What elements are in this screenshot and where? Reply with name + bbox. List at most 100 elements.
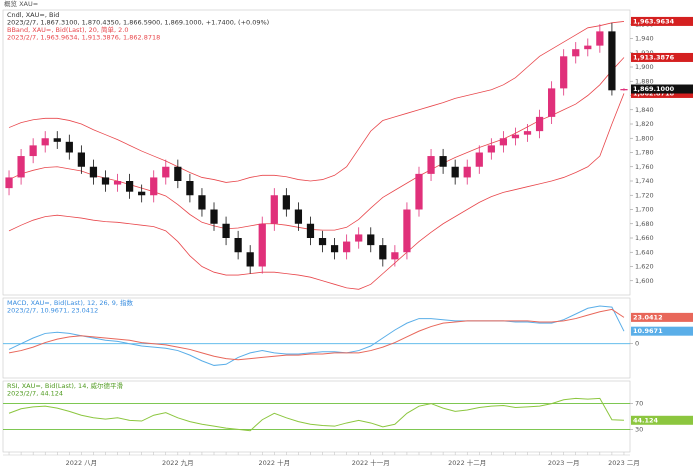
- candle-body: [379, 245, 387, 260]
- candle-body: [162, 166, 170, 178]
- y-tick-label: 1,740: [635, 177, 654, 185]
- close-last-label: 1,869.1000: [633, 85, 675, 93]
- candle-body: [318, 238, 327, 246]
- candle-body: [451, 166, 459, 178]
- series-line: [8, 308, 625, 361]
- candle-body: [234, 238, 242, 253]
- candle-body: [548, 88, 556, 117]
- y-tick-label: 1,780: [635, 149, 654, 157]
- legend-text: MACD, XAU=, Bid(Last), 12, 26, 9, 指数: [7, 298, 134, 307]
- candle-body: [65, 141, 73, 153]
- candle-body: [294, 209, 303, 224]
- header: 概览 XAU=: [4, 0, 38, 8]
- candle-body: [29, 145, 37, 157]
- legend-text: Cndl, XAU=, Bid: [7, 11, 59, 19]
- macd-panel: [2, 297, 631, 379]
- candle-body: [5, 177, 13, 189]
- x-tick-label: 2022 十月: [258, 458, 290, 467]
- candle-body: [174, 166, 182, 181]
- series-last-label: 23.0412: [633, 313, 663, 321]
- y-tick-label: 1,660: [635, 234, 654, 242]
- candle-body: [270, 195, 278, 224]
- candle-body: [330, 245, 339, 253]
- candle-body: [499, 138, 508, 146]
- candle-body: [511, 134, 520, 139]
- candle-body: [198, 195, 206, 210]
- candle-body: [138, 191, 146, 196]
- y-tick-label: 1,640: [635, 248, 654, 256]
- candle-body: [186, 181, 194, 196]
- rsi-panel: [2, 380, 631, 453]
- candle-body: [584, 45, 592, 50]
- candle-body: [343, 241, 351, 253]
- x-tick-label: 2022 八月: [66, 459, 98, 467]
- y-tick-label: 1,900: [635, 63, 654, 71]
- y-tick-label: 70: [635, 400, 643, 408]
- candle-body: [523, 131, 532, 135]
- series-last-label-box: [631, 312, 693, 322]
- candle-body: [391, 252, 399, 260]
- band-last-label-box: [631, 52, 693, 62]
- series-last-label: 44.124: [633, 416, 659, 424]
- candle-body: [210, 209, 218, 224]
- candle-body: [608, 31, 616, 91]
- legend-text: 2023/2/7, 44.124: [7, 390, 63, 398]
- y-tick-label: 30: [635, 425, 643, 433]
- candle-body: [41, 138, 49, 146]
- y-tick-label: 1,680: [635, 220, 654, 228]
- y-tick-label: 1,920: [635, 49, 654, 57]
- y-tick-label: 1,620: [635, 263, 654, 271]
- y-tick-label: 0: [635, 340, 639, 348]
- y-tick-label: 1,700: [635, 206, 654, 214]
- series-line: [8, 305, 625, 366]
- series-last-label-box: [631, 326, 693, 336]
- x-tick-label: 2023 一月: [548, 459, 580, 467]
- candle-body: [367, 234, 375, 246]
- candle-body: [258, 223, 266, 267]
- candle-body: [113, 181, 122, 185]
- series-last-label: 10.9671: [633, 327, 663, 335]
- candle-body: [487, 145, 495, 153]
- legend-text: BBand, XAU=, Bid(Last), 20, 简单, 2.0: [7, 25, 129, 34]
- y-tick-label: 1,820: [635, 120, 654, 128]
- candle-body: [403, 209, 411, 253]
- candle-body: [222, 223, 230, 238]
- candle-body: [535, 116, 544, 132]
- candle-body: [101, 177, 110, 185]
- candle-body: [596, 31, 604, 46]
- candle-body: [355, 234, 363, 242]
- y-tick-label: 1,940: [635, 35, 654, 43]
- x-tick-label: 2022 十一月: [352, 458, 390, 467]
- x-tick-label: 2023 二月: [608, 459, 640, 467]
- y-tick-label: 1,720: [635, 191, 654, 199]
- series-line: [8, 397, 624, 432]
- candle-body: [572, 49, 580, 57]
- x-tick-label: 2022 九月: [162, 458, 194, 467]
- candle-body: [560, 56, 568, 89]
- candle-body: [282, 195, 290, 210]
- candle-body: [306, 223, 315, 238]
- candle-body: [427, 156, 435, 174]
- legend-text: RSI, XAU=, Bid(Last), 14, 威尔德平滑: [7, 381, 123, 390]
- close-last-label-box: [631, 84, 693, 94]
- legend-text: 2023/2/7, 10.9671, 23.0412: [7, 307, 98, 315]
- candle-body: [246, 252, 254, 267]
- candle-body: [463, 166, 471, 178]
- candle-body: [415, 173, 423, 210]
- candle-body: [77, 152, 85, 167]
- legend-text: 2023/2/7, 1,867.3100, 1,870.4350, 1,866.…: [7, 19, 269, 27]
- candle-body: [475, 152, 483, 167]
- candle-body: [620, 89, 628, 91]
- y-tick-label: 1,760: [635, 163, 654, 171]
- candle-body: [17, 156, 25, 178]
- y-tick-label: 1,880: [635, 77, 654, 85]
- band-last-label: 1,963.9634: [633, 17, 675, 25]
- y-tick-label: 1,600: [635, 277, 654, 285]
- candle-body: [125, 181, 134, 192]
- band-upper: [8, 21, 625, 183]
- x-tick-label: 2022 十二月: [448, 458, 486, 467]
- candle-body: [439, 156, 447, 167]
- y-tick-label: 1,840: [635, 106, 654, 114]
